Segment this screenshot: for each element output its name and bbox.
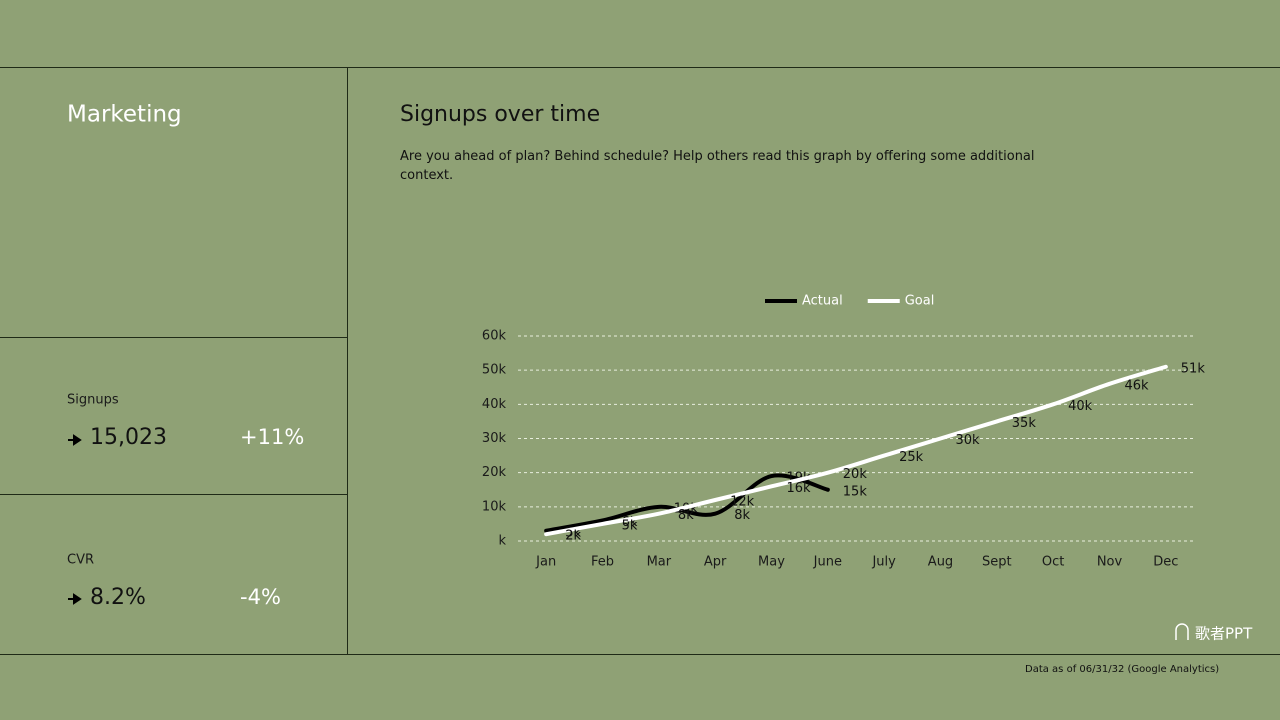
panel-title: Marketing bbox=[67, 102, 182, 128]
y-tick-label: 20k bbox=[482, 465, 507, 480]
x-tick-label: Apr bbox=[704, 555, 727, 570]
data-label: 46k bbox=[1124, 378, 1149, 393]
x-tick-label: Mar bbox=[647, 555, 672, 570]
data-label: 30k bbox=[955, 433, 980, 448]
x-tick-label: May bbox=[758, 555, 785, 570]
x-tick-label: Oct bbox=[1042, 555, 1064, 570]
metric-label: Signups bbox=[67, 393, 119, 408]
watermark-icon bbox=[1175, 623, 1189, 640]
x-tick-label: Sept bbox=[982, 555, 1012, 570]
trend-arrow bbox=[68, 434, 82, 446]
y-tick-label: 30k bbox=[482, 431, 507, 446]
x-tick-label: Aug bbox=[928, 555, 953, 570]
series-line bbox=[544, 364, 1168, 537]
y-tick-label: k bbox=[498, 534, 506, 549]
data-label: 8k bbox=[678, 508, 694, 523]
data-label: 15k bbox=[843, 484, 868, 499]
data-label: 5k bbox=[622, 518, 638, 533]
chart-title: Signups over time bbox=[400, 102, 600, 127]
chart-subtitle-box: Are you ahead of plan? Behind schedule? … bbox=[400, 149, 1035, 183]
y-tick-label: 50k bbox=[482, 363, 507, 378]
x-tick-label: Dec bbox=[1153, 555, 1178, 570]
data-label: 2k bbox=[565, 529, 581, 544]
data-label: 51k bbox=[1181, 361, 1206, 376]
metric-value: 15,023 bbox=[90, 425, 167, 450]
series-line bbox=[544, 473, 830, 533]
y-tick-label: 10k bbox=[482, 499, 507, 514]
metric-change: -4% bbox=[240, 585, 281, 609]
x-tick-label: June bbox=[813, 555, 842, 570]
metric-label: CVR bbox=[67, 553, 94, 568]
x-tick-label: Jan bbox=[535, 555, 556, 570]
watermark: 歌者PPT bbox=[1195, 625, 1253, 643]
trend-arrow bbox=[68, 593, 82, 605]
data-label: 20k bbox=[843, 467, 868, 482]
data-label: 25k bbox=[899, 450, 924, 465]
x-tick-label: July bbox=[871, 555, 896, 570]
data-label: 16k bbox=[786, 481, 811, 496]
legend-label: Goal bbox=[905, 294, 935, 309]
data-label: 40k bbox=[1068, 399, 1093, 414]
x-tick-label: Feb bbox=[591, 555, 614, 570]
footer-note: Data as of 06/31/32 (Google Analytics) bbox=[1025, 664, 1219, 675]
data-label: 35k bbox=[1012, 416, 1037, 431]
metric-change: +11% bbox=[240, 425, 304, 449]
chart-subtitle: Are you ahead of plan? Behind schedule? … bbox=[400, 149, 1035, 183]
metric-value: 8.2% bbox=[90, 585, 146, 610]
y-tick-label: 60k bbox=[482, 329, 507, 344]
legend-label: Actual bbox=[802, 294, 843, 309]
x-tick-label: Nov bbox=[1097, 555, 1123, 570]
y-tick-label: 40k bbox=[482, 397, 507, 412]
data-label: 12k bbox=[730, 495, 755, 510]
data-label: 8k bbox=[734, 508, 750, 523]
